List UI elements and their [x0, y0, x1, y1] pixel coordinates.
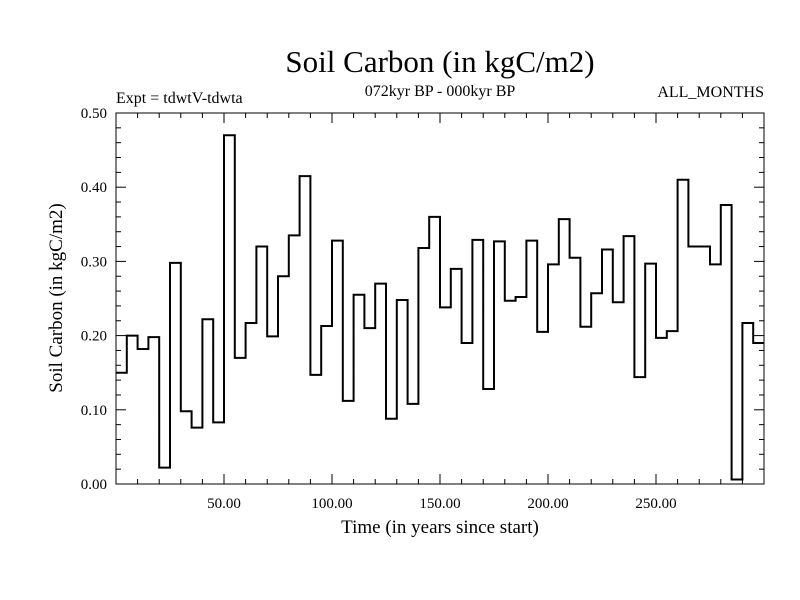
y-axis-label: Soil Carbon (in kgC/m2) [46, 203, 67, 392]
axis-ticks [116, 113, 764, 484]
y-tick-label: 0.10 [81, 403, 107, 419]
y-tick-label: 0.00 [81, 477, 107, 493]
x-axis-label: Time (in years since start) [341, 517, 539, 538]
chart-title: Soil Carbon (in kgC/m2) [285, 44, 594, 79]
y-tick-label: 0.30 [81, 254, 107, 270]
chart-subtitle: 072kyr BP - 000kyr BP [365, 83, 516, 100]
series-layer [116, 134, 764, 481]
axis-tick-labels: 50.00 100.00 150.00 200.00 250.00 0.00 0.10 0.2… [81, 106, 677, 512]
x-tick-label: 200.00 [527, 496, 568, 512]
x-tick-label: 100.00 [311, 496, 352, 512]
x-tick-label: 50.00 [207, 496, 241, 512]
x-tick-label: 150.00 [419, 496, 460, 512]
x-tick-label: 250.00 [635, 496, 676, 512]
series-line [116, 134, 764, 481]
y-tick-label: 0.40 [81, 180, 107, 196]
y-tick-label: 0.50 [81, 106, 107, 122]
plot-frame [115, 112, 765, 485]
y-tick-label: 0.20 [81, 329, 107, 345]
period-label: ALL_MONTHS [657, 84, 764, 101]
experiment-label: Expt = tdwtV-tdwta [116, 90, 243, 107]
